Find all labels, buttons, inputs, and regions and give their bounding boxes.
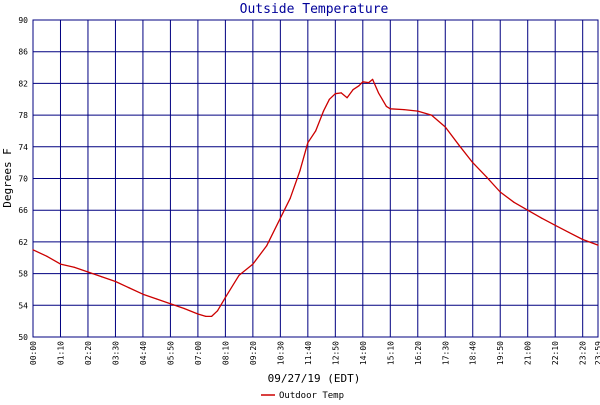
x-tick-label: 22:10 [551,341,560,365]
legend-label: Outdoor Temp [279,391,344,400]
x-tick-label: 23:59 [594,341,600,365]
data-point [362,81,364,83]
x-tick-label: 19:50 [496,341,505,365]
x-tick-label: 08:10 [221,341,230,365]
data-point [358,85,360,87]
data-point [346,97,348,99]
data-point [315,130,317,132]
legend: Outdoor Temp [261,391,344,401]
data-point [527,209,529,211]
data-point [307,142,309,144]
data-point [417,110,419,112]
y-axis-ticks: 50 54 58 62 66 70 74 78 82 86 90 [18,16,28,342]
data-point [485,176,488,178]
data-point [499,191,501,193]
data-point [458,144,460,146]
x-tick-label: 11:40 [304,341,313,365]
data-point [279,217,281,219]
x-tick-label: 04:40 [139,341,148,365]
data-point [403,109,405,111]
data-point [582,238,584,241]
data-point [211,315,213,317]
y-tick-label: 78 [18,111,28,120]
data-point [59,263,62,265]
x-tick-label: 00:00 [29,341,38,365]
data-point [444,126,446,128]
y-tick-label: 70 [18,175,28,184]
data-point [289,197,291,199]
x-tick-label: 14:00 [359,341,368,365]
data-point [597,244,599,246]
data-point [430,114,433,116]
data-point [197,313,199,315]
x-tick-label: 17:30 [441,341,450,365]
x-tick-label: 05:50 [166,341,175,365]
x-tick-label: 07:00 [194,341,203,365]
data-point [238,274,240,276]
x-tick-label: 02:20 [84,341,93,365]
data-point [554,224,556,226]
data-point [385,105,387,107]
data-point [334,93,336,95]
y-tick-label: 58 [18,270,28,279]
data-point [299,170,301,172]
data-point [540,217,543,219]
data-point [472,162,474,164]
x-axis-ticks: 00:00 01:10 02:20 03:30 04:40 05:50 07:00 08:10… [29,341,600,365]
y-tick-label: 50 [18,333,28,342]
data-point [252,263,254,265]
data-point [73,266,75,268]
data-point [128,287,130,289]
grid [32,19,599,338]
x-tick-label: 15:10 [386,341,395,365]
y-tick-label: 54 [18,301,28,310]
data-point [142,293,144,295]
data-point [224,296,226,298]
x-tick-label: 12:50 [331,341,340,365]
data-point [513,201,515,203]
x-tick-label: 09:20 [249,341,258,365]
data-point [389,108,391,110]
data-point [205,315,207,317]
data-point [101,276,103,278]
data-point [352,89,354,91]
y-tick-label: 74 [18,143,28,152]
data-point [377,92,380,94]
x-axis-label: 09/27/19 (EDT) [268,372,361,385]
data-point [372,78,374,80]
data-point [183,307,185,310]
series-layer [32,78,599,318]
x-tick-label: 03:30 [111,341,120,365]
y-tick-label: 82 [18,79,28,88]
x-tick-label: 16:20 [414,341,423,365]
data-point [32,249,34,251]
y-tick-label: 66 [18,206,28,215]
x-tick-label: 01:10 [56,341,65,365]
data-point [87,271,89,273]
data-point [46,255,48,257]
x-tick-label: 18:40 [469,341,478,365]
chart-title: Outside Temperature [240,2,389,17]
data-point [368,82,370,84]
y-tick-label: 90 [18,16,28,25]
x-tick-label: 10:30 [276,341,285,365]
data-point [169,303,171,305]
data-point [216,310,219,312]
data-point [114,280,117,283]
data-point [340,92,342,94]
data-point [266,245,268,247]
y-tick-label: 86 [18,48,28,57]
y-tick-label: 62 [18,238,28,247]
data-point [568,231,570,233]
x-tick-label: 23:20 [579,341,588,365]
y-axis-label: Degrees F [1,148,14,208]
data-point [328,98,330,100]
data-point [156,298,158,300]
data-point [322,110,325,112]
x-tick-label: 21:00 [524,341,533,365]
